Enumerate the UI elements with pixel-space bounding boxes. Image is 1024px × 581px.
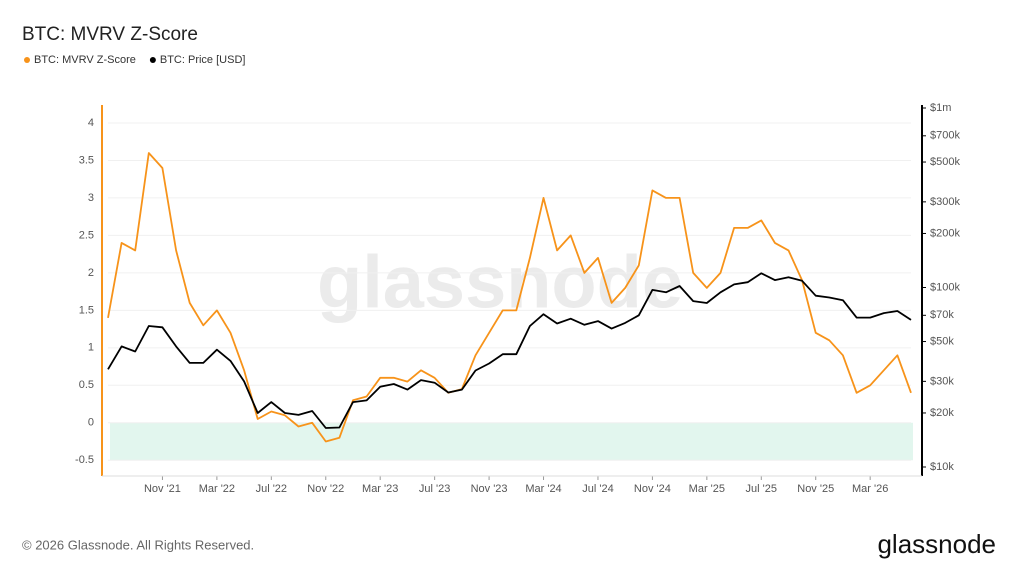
y2-tick-label: $1m bbox=[930, 102, 951, 114]
y-tick-label: 1 bbox=[88, 342, 94, 354]
y-tick-label: 3.5 bbox=[79, 154, 94, 166]
y-tick-label: 3 bbox=[88, 192, 94, 204]
y2-tick-label: $30k bbox=[930, 375, 954, 387]
y2-tick-label: $20k bbox=[930, 407, 954, 419]
x-tick-label: Nov '22 bbox=[307, 483, 344, 495]
x-tick-label: Jul '23 bbox=[419, 483, 450, 495]
x-tick-label: Mar '24 bbox=[525, 483, 561, 495]
y-tick-label: 2.5 bbox=[79, 229, 94, 241]
x-tick-label: Mar '23 bbox=[362, 483, 398, 495]
series-line bbox=[107, 272, 912, 429]
x-tick-label: Mar '26 bbox=[852, 483, 888, 495]
zone bbox=[110, 422, 913, 461]
logo: glassnode bbox=[877, 529, 996, 559]
x-tick-label: Jul '24 bbox=[582, 483, 613, 495]
y-tick-label: 4 bbox=[88, 117, 94, 129]
watermark: glassnode bbox=[317, 241, 683, 324]
legend-marker bbox=[24, 57, 30, 63]
x-tick-label: Mar '22 bbox=[199, 483, 235, 495]
y2-tick-label: $100k bbox=[930, 281, 960, 293]
x-tick-label: Nov '21 bbox=[144, 483, 181, 495]
y-tick-label: 0 bbox=[88, 417, 94, 429]
legend-label: BTC: Price [USD] bbox=[160, 54, 246, 66]
x-tick-label: Nov '25 bbox=[797, 483, 834, 495]
y-tick-label: 0.5 bbox=[79, 379, 94, 391]
y2-tick-label: $700k bbox=[930, 130, 960, 142]
legend-label: BTC: MVRV Z-Score bbox=[34, 54, 136, 66]
y2-tick-label: $70k bbox=[930, 309, 954, 321]
y-tick-label: 2 bbox=[88, 267, 94, 279]
chart-title: BTC: MVRV Z-Score bbox=[22, 24, 198, 45]
y2-tick-label: $300k bbox=[930, 196, 960, 208]
y2-tick-label: $200k bbox=[930, 227, 960, 239]
x-tick-label: Jul '25 bbox=[746, 483, 777, 495]
x-tick-label: Nov '24 bbox=[634, 483, 671, 495]
y-tick-label: 1.5 bbox=[79, 304, 94, 316]
y2-tick-label: $50k bbox=[930, 335, 954, 347]
x-tick-label: Nov '23 bbox=[471, 483, 508, 495]
x-tick-label: Jul '22 bbox=[256, 483, 287, 495]
y-tick-label: -0.5 bbox=[75, 454, 94, 466]
series-line bbox=[107, 152, 912, 443]
x-tick-label: Mar '25 bbox=[689, 483, 725, 495]
footer: © 2026 Glassnode. All Rights Reserved. bbox=[22, 537, 254, 552]
y2-tick-label: $10k bbox=[930, 461, 954, 473]
y2-tick-label: $500k bbox=[930, 156, 960, 168]
legend-marker bbox=[149, 57, 156, 63]
